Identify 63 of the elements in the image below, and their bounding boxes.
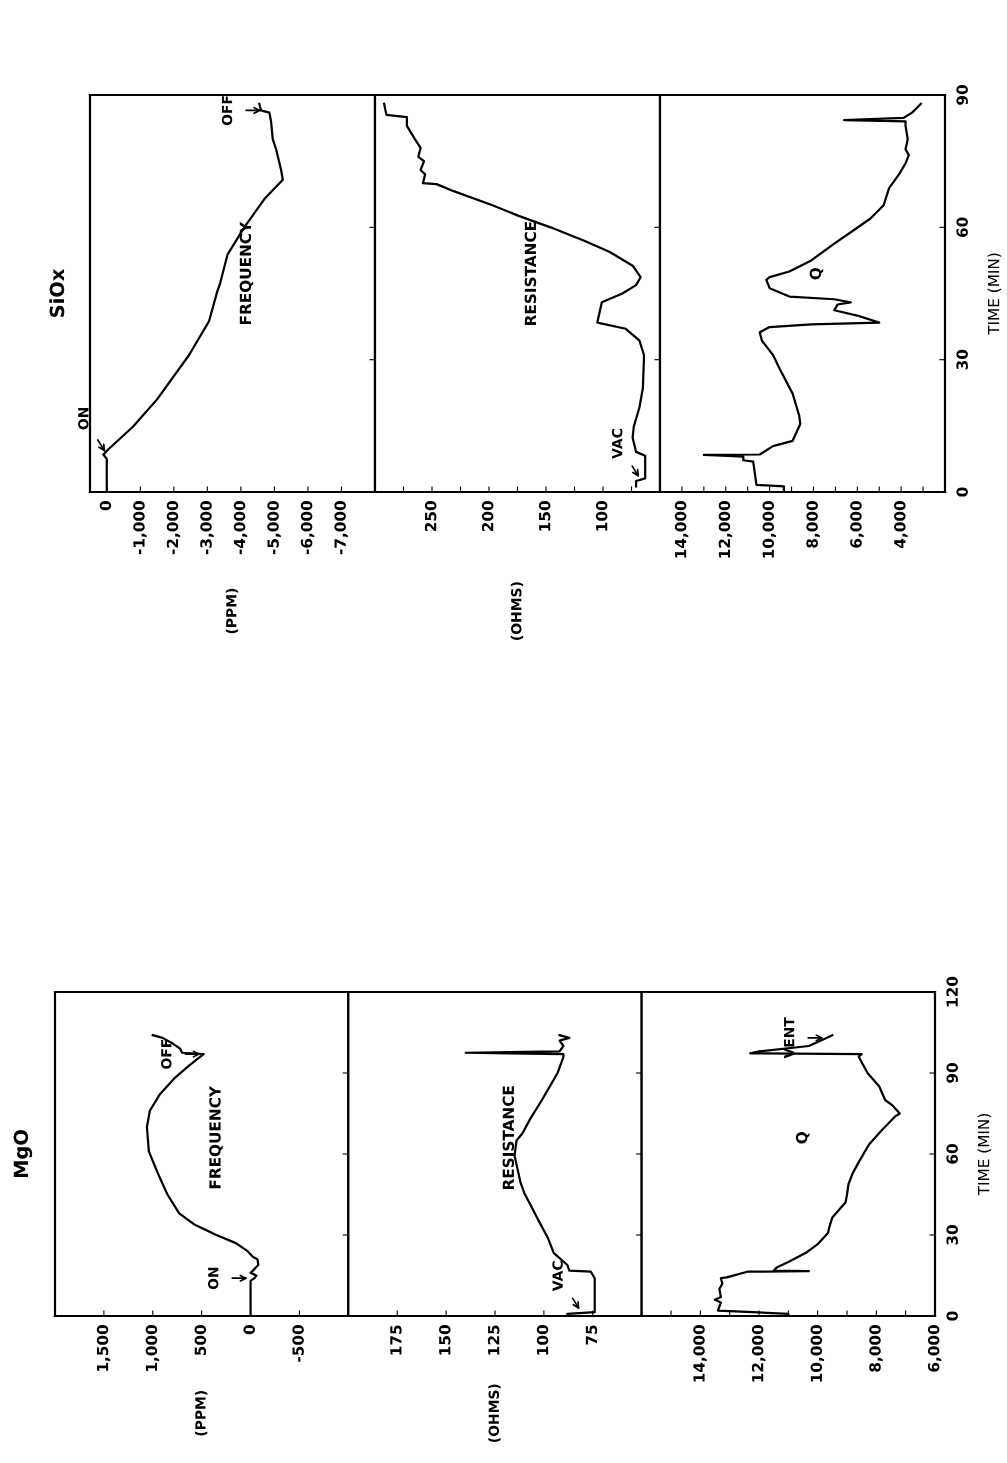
- annotation: VAC: [552, 1261, 563, 1292]
- annotation: ON: [78, 407, 89, 430]
- text: (PPM): [225, 588, 239, 634]
- text: SiOx: [49, 268, 65, 317]
- y-tick-label: 30: [946, 1225, 958, 1245]
- x-tick-label: 8,000: [869, 1325, 883, 1372]
- annotation: VENT: [784, 1017, 795, 1059]
- y-tick-label: 30: [956, 349, 968, 370]
- annotation: Q: [809, 267, 824, 280]
- annotation: VAC: [611, 429, 623, 459]
- x-tick-label: 75: [585, 1325, 598, 1345]
- x-tick-label: 0: [243, 1325, 255, 1335]
- x-tick-label: 100: [536, 1325, 549, 1355]
- x-tick-label: -5,000: [267, 501, 281, 555]
- y-axis-title: TIME (MIN): [987, 253, 1002, 335]
- annotation: FREQUENCY: [239, 221, 254, 325]
- x-tick-label: -2,000: [166, 501, 181, 555]
- x-tick-label: 0: [99, 501, 112, 511]
- x-tick-label: 1,500: [96, 1325, 111, 1371]
- x-tick-label: 6,000: [850, 501, 864, 548]
- y-tick-label: 60: [956, 217, 968, 238]
- x-tick-label: 14,000: [674, 501, 689, 558]
- text: (OHMS): [510, 582, 524, 640]
- x-tick-label: 150: [538, 501, 551, 531]
- x-tick-label: -3,000: [200, 501, 214, 555]
- x-tick-label: -1,000: [133, 501, 147, 555]
- annotation: FREQUENCY: [209, 1085, 223, 1189]
- annotation: RESISTANCE: [502, 1086, 515, 1190]
- y-tick-label: 90: [956, 85, 968, 105]
- annotation: RESISTANCE: [524, 222, 537, 325]
- x-tick-label: 1,000: [145, 1325, 160, 1371]
- text: (OHMS): [488, 1384, 501, 1442]
- x-tick-label: -500: [292, 1325, 304, 1362]
- x-tick-label: 10,000: [810, 1325, 825, 1382]
- x-tick-label: 200: [481, 501, 494, 532]
- x-tick-label: 500: [194, 1325, 207, 1356]
- x-tick-label: 250: [424, 501, 437, 532]
- y-tick-label: 60: [946, 1144, 958, 1164]
- y-tick-label: 0: [956, 487, 968, 497]
- y-tick-label: 0: [946, 1311, 958, 1321]
- x-tick-label: 8,000: [806, 501, 820, 548]
- annotation: OFF: [161, 1039, 172, 1069]
- y-axis-title: TIME (MIN): [977, 1114, 992, 1196]
- x-tick-label: -4,000: [233, 501, 248, 555]
- x-tick-label: -6,000: [300, 501, 315, 555]
- x-tick-label: 4,000: [894, 501, 908, 548]
- x-tick-label: 6,000: [927, 1325, 942, 1372]
- x-tick-label: 14,000: [693, 1325, 707, 1382]
- annotation: Q: [795, 1132, 810, 1144]
- x-tick-label: -7,000: [334, 501, 348, 555]
- x-tick-label: 12,000: [751, 1325, 766, 1382]
- x-tick-label: 150: [438, 1325, 451, 1355]
- x-tick-label: 100: [595, 501, 608, 531]
- y-tick-label: 120: [946, 976, 958, 1007]
- x-tick-label: 10,000: [762, 501, 776, 558]
- text: (PPM): [194, 1390, 208, 1436]
- x-tick-label: 12,000: [718, 501, 733, 558]
- text: MgO: [13, 1130, 33, 1178]
- x-tick-label: 175: [390, 1325, 402, 1355]
- y-tick-label: 90: [946, 1063, 958, 1083]
- x-tick-label: 125: [487, 1325, 500, 1355]
- annotation: ON: [207, 1267, 219, 1290]
- annotation: OFF: [221, 96, 233, 126]
